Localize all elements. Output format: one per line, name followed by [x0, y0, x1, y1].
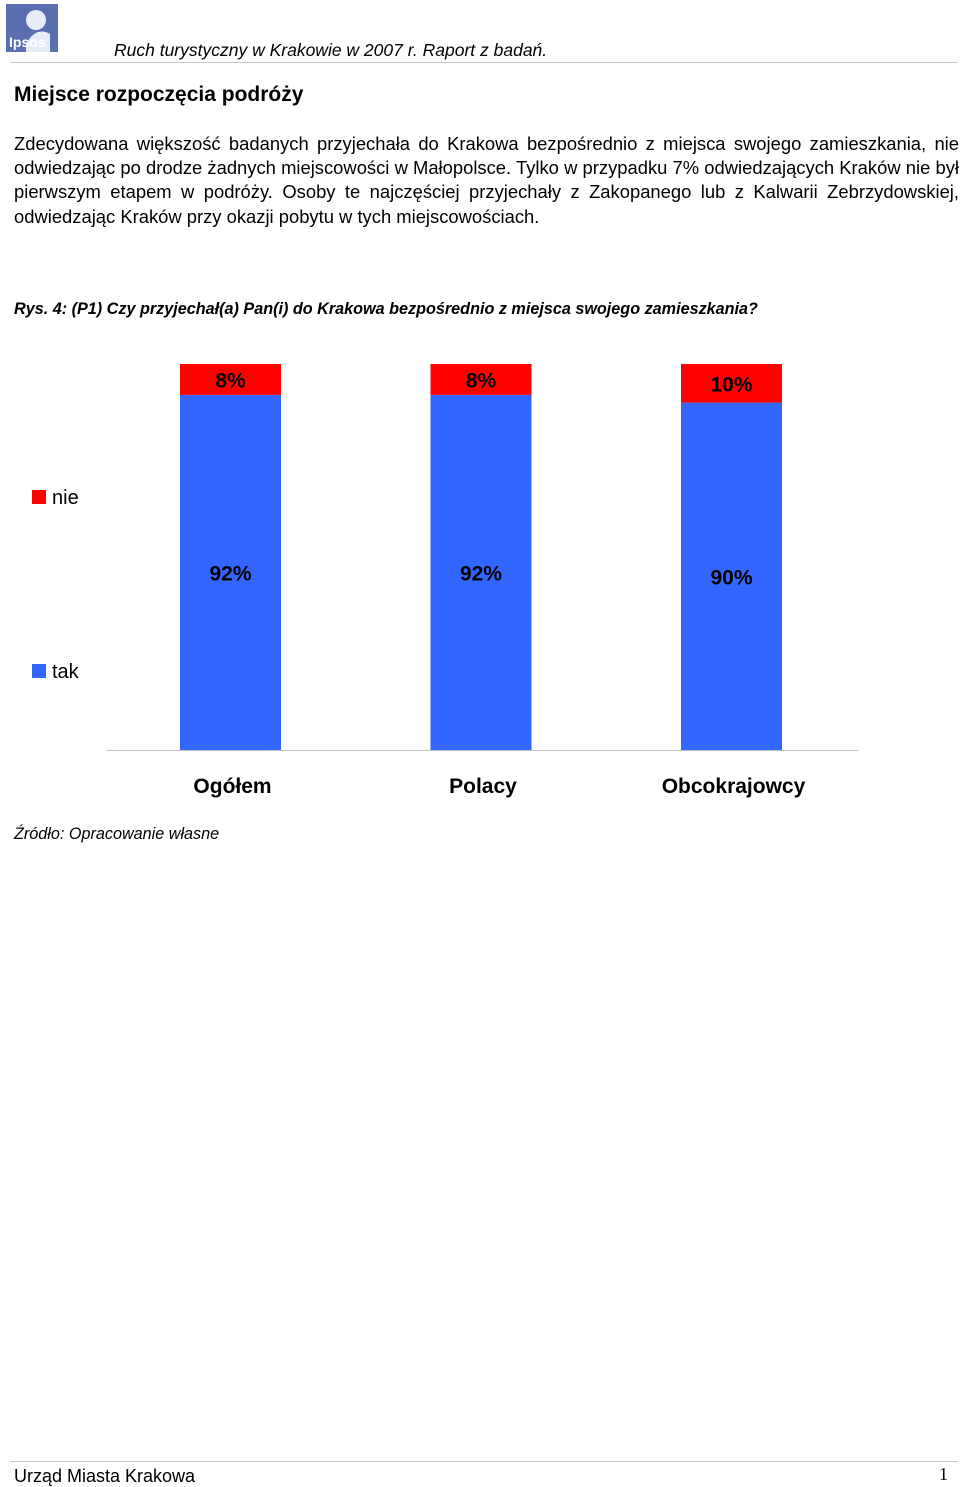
header-divider [10, 62, 958, 63]
footer-organization: Urząd Miasta Krakowa [14, 1466, 196, 1486]
data-label-tak-3: 90% [710, 566, 752, 589]
stacked-bar-chart: 92% 8% Ogółem 92% 8% Polacy 90% 10% Obcokrajowcy… [32, 364, 858, 798]
bar-tak-2 [430, 394, 532, 750]
body-paragraph: Zdecydowana większość badanych przyjecha… [14, 133, 959, 227]
category-label-3: Obcokrajowcy [662, 775, 806, 798]
running-header: Ruch turystyczny w Krakowie w 2007 r. Ra… [114, 40, 548, 60]
legend-label-nie: nie [52, 487, 79, 509]
bar-nie-3 [681, 364, 782, 403]
bar-nie-2 [430, 364, 532, 395]
logo-text: Ipsos [9, 34, 46, 50]
data-label-tak-1: 92% [209, 562, 251, 585]
category-label-2: Polacy [449, 775, 517, 798]
figure-source: Źródło: Opracowanie własne [14, 825, 220, 843]
legend-swatch-tak [32, 664, 46, 678]
page-number: 1 [939, 1464, 948, 1484]
legend-label-tak: tak [52, 661, 80, 683]
data-label-nie-2: 8% [466, 369, 497, 392]
bar-tak-1 [180, 394, 281, 750]
ipsos-logo: Ipsos [6, 4, 58, 52]
footer-divider [10, 1461, 958, 1462]
data-label-nie-3: 10% [710, 373, 752, 396]
legend-swatch-nie [32, 490, 46, 504]
figure-caption: Rys. 4: (P1) Czy przyjechał(a) Pan(i) do… [14, 300, 758, 318]
bar-nie-1 [180, 364, 281, 395]
bar-tak-3 [681, 402, 782, 750]
data-label-nie-1: 8% [215, 369, 246, 392]
section-title: Miejsce rozpoczęcia podróży [14, 83, 304, 106]
category-label-1: Ogółem [193, 775, 271, 798]
data-label-tak-2: 92% [460, 562, 502, 585]
